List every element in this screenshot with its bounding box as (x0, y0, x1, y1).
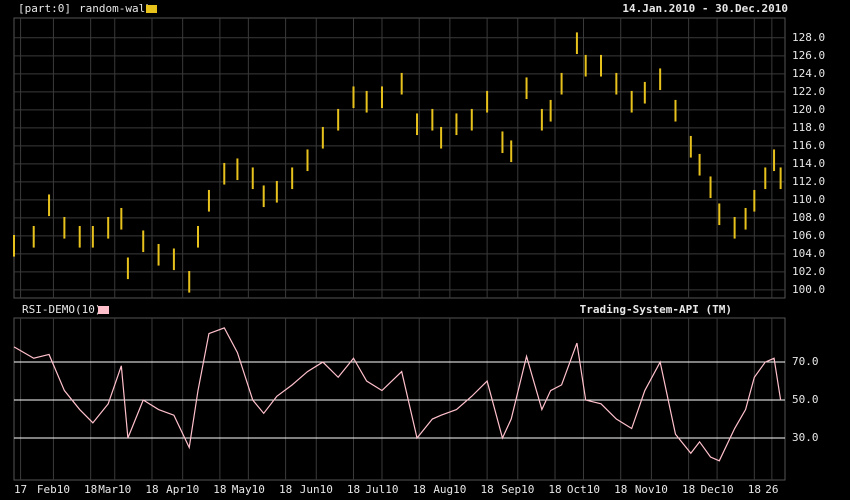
x-tick-label: 18 (614, 483, 627, 496)
y-tick-label: 50.0 (792, 393, 819, 406)
x-tick-label: Aug10 (433, 483, 466, 496)
y-tick-label: 108.0 (792, 211, 825, 224)
legend-swatch (98, 306, 109, 314)
legend-swatch (146, 5, 157, 13)
x-tick-label: 18 (84, 483, 97, 496)
x-tick-label: 18 (480, 483, 493, 496)
y-tick-label: 116.0 (792, 139, 825, 152)
x-tick-label: Jun10 (300, 483, 333, 496)
legend-label: RSI-DEMO(10) (22, 303, 101, 316)
plot-frame (13, 17, 786, 299)
y-tick-label: 118.0 (792, 121, 825, 134)
y-tick-label: 124.0 (792, 67, 825, 80)
x-tick-label: 18 (413, 483, 426, 496)
x-tick-label: 18 (279, 483, 292, 496)
y-tick-label: 120.0 (792, 103, 825, 116)
legend-label: random-walk (79, 2, 152, 15)
x-tick-label: 18 (748, 483, 761, 496)
x-tick-label: 26 (765, 483, 778, 496)
y-tick-label: 102.0 (792, 265, 825, 278)
panel-label: [part:0] (18, 2, 71, 15)
y-tick-label: 126.0 (792, 49, 825, 62)
y-tick-label: 104.0 (792, 247, 825, 260)
x-tick-label: Oct10 (567, 483, 600, 496)
x-tick-label: Sep10 (501, 483, 534, 496)
rsi-line (13, 327, 782, 462)
x-tick-label: 18 (347, 483, 360, 496)
y-tick-label: 100.0 (792, 283, 825, 296)
x-tick-label: 18 (213, 483, 226, 496)
x-tick-label: Nov10 (635, 483, 668, 496)
plot-frame (13, 317, 786, 481)
y-tick-label: 110.0 (792, 193, 825, 206)
x-tick-label: 18 (145, 483, 158, 496)
x-tick-label: Mar10 (98, 483, 131, 496)
x-tick-label: Jul10 (365, 483, 398, 496)
x-tick-label: 18 (548, 483, 561, 496)
y-tick-label: 114.0 (792, 157, 825, 170)
date-range: 14.Jan.2010 - 30.Dec.2010 (622, 2, 788, 15)
y-tick-label: 30.0 (792, 431, 819, 444)
y-tick-label: 70.0 (792, 355, 819, 368)
y-tick-label: 112.0 (792, 175, 825, 188)
y-tick-label: 122.0 (792, 85, 825, 98)
x-tick-label: Feb10 (37, 483, 70, 496)
y-tick-label: 128.0 (792, 31, 825, 44)
x-tick-label: May10 (232, 483, 265, 496)
y-tick-label: 106.0 (792, 229, 825, 242)
x-tick-label: Apr10 (166, 483, 199, 496)
x-tick-label: 17 (14, 483, 27, 496)
x-tick-label: 18 (682, 483, 695, 496)
x-tick-label: Dec10 (701, 483, 734, 496)
annotation: Trading-System-API (TM) (580, 303, 732, 316)
